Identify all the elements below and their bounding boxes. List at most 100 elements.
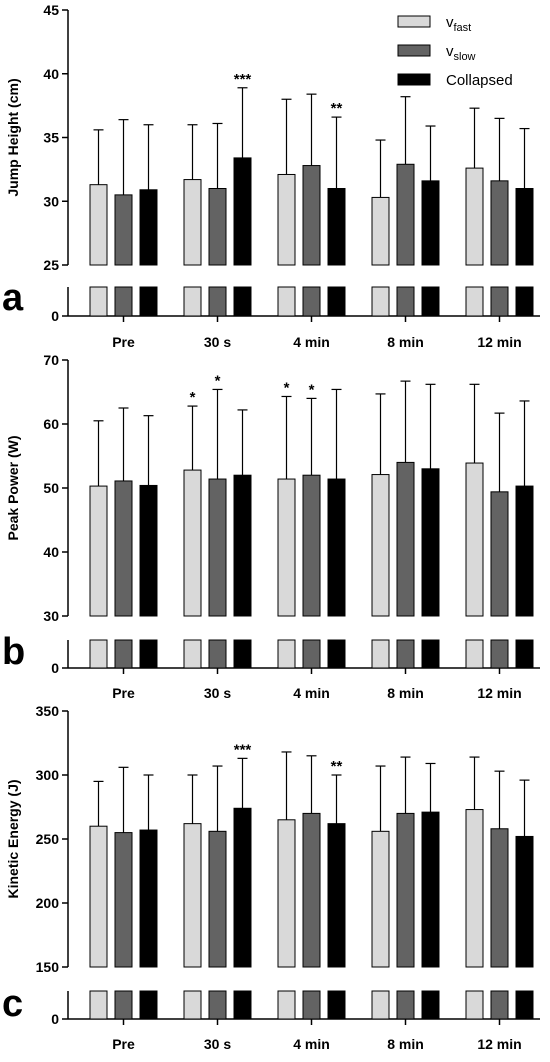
bar-stub (302, 990, 321, 1020)
bar (233, 157, 252, 266)
y-tick-label: 350 (36, 703, 60, 719)
bar (465, 809, 484, 968)
bar (277, 478, 296, 617)
bar-stub (139, 286, 158, 317)
bar-stub (396, 639, 415, 669)
bar-stub (327, 639, 346, 669)
bar (515, 835, 534, 968)
bar-stub (515, 639, 534, 669)
bar-stub (515, 990, 534, 1020)
legend-swatch (397, 44, 431, 57)
bar-stub (465, 286, 484, 317)
panel-a: 25 30 35 40 45 0 Jump Height (cm) a Pre 30 s 4 min… (2, 2, 540, 350)
panel-c: 150 200 250 300 350 0 Kinetic Energy (J) c Pre 30… (2, 703, 540, 1052)
y-tick-label: 45 (43, 2, 59, 18)
bar (396, 812, 415, 968)
bar (465, 462, 484, 617)
y-tick-label: 50 (43, 480, 59, 496)
bar (277, 173, 296, 266)
bar-stub (208, 286, 227, 317)
x-tick-label: 12 min (477, 685, 521, 701)
y-tick-label-zero: 0 (51, 1011, 59, 1027)
bar-stub (490, 639, 509, 669)
bar-stub (371, 639, 390, 669)
bar (139, 484, 158, 617)
x-tick-label: Pre (112, 334, 135, 350)
bar (208, 478, 227, 617)
bar-stub (371, 286, 390, 317)
bar (89, 184, 108, 266)
bar (490, 180, 509, 266)
y-tick-label: 150 (36, 959, 60, 975)
significance-marker: * (190, 389, 196, 406)
bar (515, 188, 534, 266)
legend-label-sub: fast (454, 22, 472, 34)
legend-swatch (397, 73, 431, 86)
significance-marker: * (215, 372, 221, 389)
bar (490, 828, 509, 968)
bar (183, 469, 202, 617)
y-tick-label: 300 (36, 767, 60, 783)
legend: vfast vslow Collapsed (397, 14, 513, 89)
bar-stub (490, 286, 509, 317)
x-tick-label: 30 s (204, 685, 231, 701)
x-tick-label: 8 min (387, 1036, 424, 1052)
y-tick-label-zero: 0 (51, 660, 59, 676)
bar (490, 491, 509, 617)
bar (421, 811, 440, 968)
legend-swatch (397, 15, 431, 28)
bar (327, 823, 346, 968)
significance-marker: ** (331, 758, 343, 775)
y-tick-label-zero: 0 (51, 308, 59, 324)
bar-stub (114, 990, 133, 1020)
x-tick-label: 12 min (477, 1036, 521, 1052)
y-tick-label: 35 (43, 130, 59, 146)
bar-stub (327, 990, 346, 1020)
bar (465, 167, 484, 266)
bar (515, 485, 534, 617)
legend-label: vfast (446, 14, 471, 34)
legend-label-main: Collapsed (446, 72, 513, 89)
bar-stub (233, 990, 252, 1020)
bar-stub (277, 286, 296, 317)
bar-stub (208, 639, 227, 669)
bar-stub (139, 639, 158, 669)
bar-stub (233, 639, 252, 669)
bar-stub (515, 286, 534, 317)
x-tick-label: 4 min (293, 1036, 330, 1052)
bar-stub (208, 990, 227, 1020)
x-tick-label: Pre (112, 685, 135, 701)
bar-stub (114, 286, 133, 317)
significance-marker: ** (331, 100, 343, 117)
y-tick-label: 40 (43, 66, 59, 82)
bar-stub (465, 990, 484, 1020)
bar-stub (396, 990, 415, 1020)
bar (89, 825, 108, 968)
y-axis-title: Kinetic Energy (J) (5, 779, 21, 898)
legend-label-main: v (446, 43, 454, 60)
bar (371, 474, 390, 617)
bar (327, 478, 346, 617)
bar (396, 461, 415, 617)
bar (421, 180, 440, 266)
bar (233, 807, 252, 968)
bar (371, 196, 390, 266)
bar-stub (465, 639, 484, 669)
y-tick-label: 40 (43, 544, 59, 560)
bar-stub (233, 286, 252, 317)
x-tick-label: Pre (112, 1036, 135, 1052)
bar-stub (89, 990, 108, 1020)
significance-marker: *** (234, 741, 252, 758)
panel-letter: b (2, 631, 25, 673)
y-tick-label: 200 (36, 895, 60, 911)
bar-stub (183, 286, 202, 317)
bar (114, 480, 133, 617)
bar (302, 165, 321, 266)
bar (327, 188, 346, 266)
bar (302, 812, 321, 968)
x-tick-label: 4 min (293, 685, 330, 701)
bar-stub (114, 639, 133, 669)
bar (233, 474, 252, 617)
legend-label: vslow (446, 43, 476, 63)
